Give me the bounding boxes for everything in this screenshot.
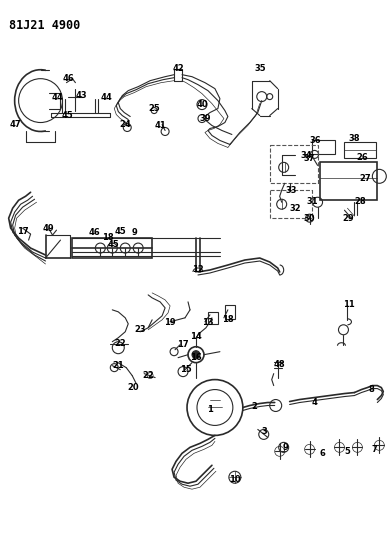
Text: 44: 44 bbox=[52, 93, 63, 102]
Text: 17: 17 bbox=[17, 227, 28, 236]
Text: 48: 48 bbox=[274, 360, 286, 369]
Text: 28: 28 bbox=[355, 197, 366, 206]
Text: 34: 34 bbox=[301, 151, 312, 160]
Text: 45: 45 bbox=[62, 111, 73, 120]
Text: 30: 30 bbox=[304, 214, 315, 223]
Text: 35: 35 bbox=[255, 64, 267, 73]
Text: 46: 46 bbox=[88, 228, 100, 237]
Text: 33: 33 bbox=[286, 186, 297, 195]
Text: 4: 4 bbox=[312, 398, 317, 407]
Text: 10: 10 bbox=[229, 475, 241, 484]
Text: 44: 44 bbox=[100, 93, 112, 102]
Bar bbox=[270, 190, 312, 218]
Text: 18: 18 bbox=[102, 232, 114, 241]
Text: 6: 6 bbox=[320, 449, 326, 458]
Text: 81J21 4900: 81J21 4900 bbox=[9, 19, 80, 32]
Text: 26: 26 bbox=[357, 153, 368, 162]
Bar bbox=[270, 146, 317, 183]
Circle shape bbox=[192, 351, 200, 359]
Text: 18: 18 bbox=[222, 316, 234, 324]
Text: 20: 20 bbox=[127, 383, 139, 392]
Text: 27: 27 bbox=[360, 174, 371, 183]
Text: 22: 22 bbox=[142, 371, 154, 380]
Text: 41: 41 bbox=[154, 121, 166, 130]
Text: 46: 46 bbox=[62, 74, 74, 83]
Text: 5: 5 bbox=[345, 447, 350, 456]
Text: 31: 31 bbox=[307, 197, 319, 206]
Text: 49: 49 bbox=[43, 224, 54, 232]
Text: 3: 3 bbox=[262, 427, 268, 436]
Text: 8: 8 bbox=[369, 385, 374, 394]
Bar bbox=[312, 141, 336, 155]
Bar bbox=[225, 305, 235, 319]
Text: 7: 7 bbox=[371, 445, 377, 454]
Text: 16: 16 bbox=[190, 353, 202, 362]
Bar bbox=[73, 238, 152, 258]
Text: 42: 42 bbox=[172, 64, 184, 73]
Text: 29: 29 bbox=[343, 214, 354, 223]
Text: 37: 37 bbox=[304, 154, 315, 163]
Text: 45: 45 bbox=[114, 227, 126, 236]
Text: 36: 36 bbox=[310, 136, 321, 145]
Text: 32: 32 bbox=[290, 204, 301, 213]
Text: 12: 12 bbox=[192, 265, 204, 274]
Text: 14: 14 bbox=[190, 332, 202, 341]
Text: 22: 22 bbox=[114, 339, 126, 348]
Text: 19: 19 bbox=[164, 318, 176, 327]
Text: 1: 1 bbox=[207, 405, 213, 414]
Text: 15: 15 bbox=[180, 365, 192, 374]
Text: 13: 13 bbox=[202, 318, 214, 327]
Text: 23: 23 bbox=[134, 325, 146, 334]
Text: 17: 17 bbox=[177, 340, 189, 349]
Text: 38: 38 bbox=[349, 134, 360, 143]
Text: 40: 40 bbox=[196, 100, 208, 109]
Bar bbox=[208, 312, 218, 324]
Bar bbox=[320, 163, 378, 200]
Text: 9: 9 bbox=[132, 228, 137, 237]
Text: 39: 39 bbox=[199, 114, 211, 123]
Bar bbox=[345, 142, 376, 158]
Text: 11: 11 bbox=[343, 301, 354, 309]
Text: 21: 21 bbox=[113, 361, 124, 370]
Text: 24: 24 bbox=[120, 120, 131, 129]
Text: 45: 45 bbox=[107, 239, 119, 248]
Text: 2: 2 bbox=[252, 402, 258, 411]
Text: 25: 25 bbox=[148, 104, 160, 113]
Text: 47: 47 bbox=[10, 120, 21, 129]
Text: 43: 43 bbox=[76, 91, 87, 100]
Text: 9: 9 bbox=[283, 443, 289, 452]
